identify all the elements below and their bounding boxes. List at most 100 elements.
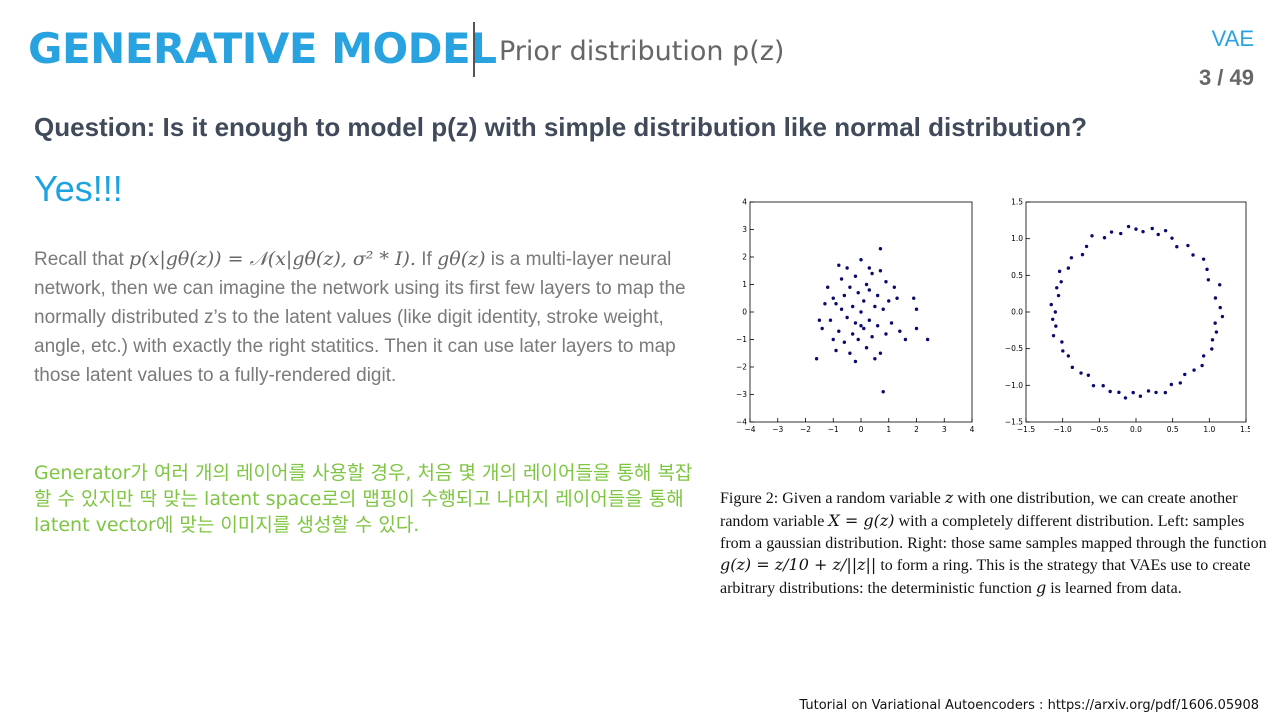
plot-1-point [914,307,919,311]
plot-1-point [864,346,869,350]
plot-2-point [1079,371,1083,375]
plot-2-point [1061,349,1065,353]
plot-1-point [875,324,880,328]
plot-1-y-tick-label: 4 [742,198,747,207]
recall-if: If [415,249,438,270]
caption-part-3: with a completely different distribution… [720,512,1267,552]
slide-title: GENERATIVE MODEL [28,24,497,73]
plot-2-point [1218,305,1222,310]
plot-2-y-tick-label: −1.5 [1005,418,1023,427]
plot-1-point [870,335,874,339]
plot-2-point [1051,317,1055,321]
plot-2-point [1066,354,1071,358]
plot-1-point [864,282,869,287]
plot-2-point [1054,324,1058,328]
plot-1-point [873,304,877,309]
plot-2-point [1191,253,1195,257]
recall-prefix: Recall that [34,249,130,270]
korean-explanation: Generator가 여러 개의 레이어를 사용할 경우, 처음 몇 개의 레이… [34,462,693,536]
plot-1-point [831,296,835,300]
plot-1-point [850,332,855,336]
plot-1-point [828,318,833,322]
caption-var-X: X = g(z) [828,510,895,530]
plot-1-point [862,299,866,303]
answer-text: Yes!!! [34,168,123,209]
figure-caption: Figure 2: Given a random variable z with… [720,487,1272,600]
plot-1-point [814,357,819,361]
plot-2-point [1070,365,1075,370]
plot-2-point [1138,394,1143,398]
plot-2-point [1186,243,1190,248]
plot-1-point [875,293,880,298]
plot-1-x-tick-label: −4 [744,425,755,434]
plot-1-point [889,321,894,325]
plot-1-point [903,337,908,342]
plot-2-point [1056,293,1061,298]
plot-1-x-tick-label: 0 [859,425,864,434]
plot-1-point [823,302,827,306]
figure-scatter-plots: −4 −3 −2 −1 0 1 2 3 4 −4 −3 −2 −1 0 1 2 3 4 −1.5 −1.0 −0.5 0.… [730,190,1250,435]
plot-1-point [856,291,860,295]
plot-2-point [1170,236,1174,240]
plot-1-point [878,351,883,355]
plot-2-y-tick-label: 1.0 [1011,234,1023,243]
plot-1-point [881,307,885,311]
plot-2-point [1210,347,1214,351]
plot-1-point [848,351,852,355]
caption-var-z: z [944,488,954,507]
plot-1-point [912,296,916,300]
recall-math-generator: gθ(z) [437,248,486,270]
plot-1-point [867,266,872,270]
plot-1-point [839,277,844,281]
plot-2-point [1108,389,1112,394]
plot-2-point [1119,231,1123,236]
caption-part-4: to form a ring. This is the strategy tha… [720,557,1251,598]
plot-1-point [837,263,841,267]
plot-1-y-tick-label: 1 [742,280,747,289]
plot-2-point [1146,389,1151,393]
plot-2-point [1126,224,1131,229]
plot-1-point [845,315,849,320]
plot-1-y-tick-label: −2 [736,363,747,372]
plot-1-point [859,258,863,262]
plot-2-point [1150,226,1154,231]
plot-2-point [1175,245,1179,249]
plot-1-x-tick-label: 4 [970,425,975,434]
plot-1-x-tick-label: −3 [772,425,783,434]
caption-part-1: Figure 2: Given a random variable [720,490,945,507]
plot-1-point [878,269,883,273]
plot-2-point [1055,286,1059,290]
plot-2-point [1084,244,1089,249]
section-tag: VAE [1211,26,1254,51]
plot-2-y-tick-label: 0.0 [1011,308,1023,317]
plot-2-point [1163,228,1168,233]
plot-1-point [817,318,822,322]
plot-2-point [1205,267,1209,272]
plot-2-x-tick-label: −1.5 [1017,425,1035,434]
plot-1-point [867,318,872,322]
plot-2-point [1169,382,1174,387]
plot-1-y-tick-label: −4 [736,418,747,427]
recall-paragraph: Recall that p(x|gθ(z)) = 𝒩(x|gθ(z), σ² *… [34,245,714,390]
plot-2-x-tick-label: 1.0 [1203,425,1215,434]
plot-2-point [1057,269,1062,274]
plot-2-x-tick-label: −0.5 [1090,425,1108,434]
plot-1-point [853,359,858,364]
plot-1-x-tick-label: −2 [800,425,811,434]
plot-2-point [1086,373,1091,377]
plot-1-point [826,285,830,289]
source-citation: Tutorial on Variational Autoencoders : h… [799,698,1259,713]
plot-2-point [1201,257,1206,261]
plot-2-point [1053,310,1058,314]
plot-2-point [1156,232,1160,237]
plot-2-point [1123,396,1128,400]
plot-1-point [878,247,883,251]
plot-1-point [831,337,835,342]
plot-2-point [1192,368,1196,372]
recall-rest: is a multi-layer neural network, then we… [34,249,686,386]
plot-2-point [1201,354,1206,358]
plot-1-point [837,329,841,333]
plot-1-point [925,337,930,342]
plot-1-point [895,296,899,300]
plot-2-frame [1025,201,1247,423]
